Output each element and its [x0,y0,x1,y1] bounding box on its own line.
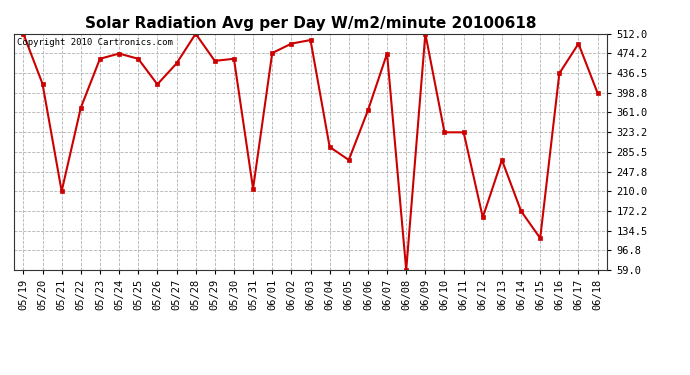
Text: Copyright 2010 Cartronics.com: Copyright 2010 Cartronics.com [17,39,172,48]
Title: Solar Radiation Avg per Day W/m2/minute 20100618: Solar Radiation Avg per Day W/m2/minute … [85,16,536,31]
